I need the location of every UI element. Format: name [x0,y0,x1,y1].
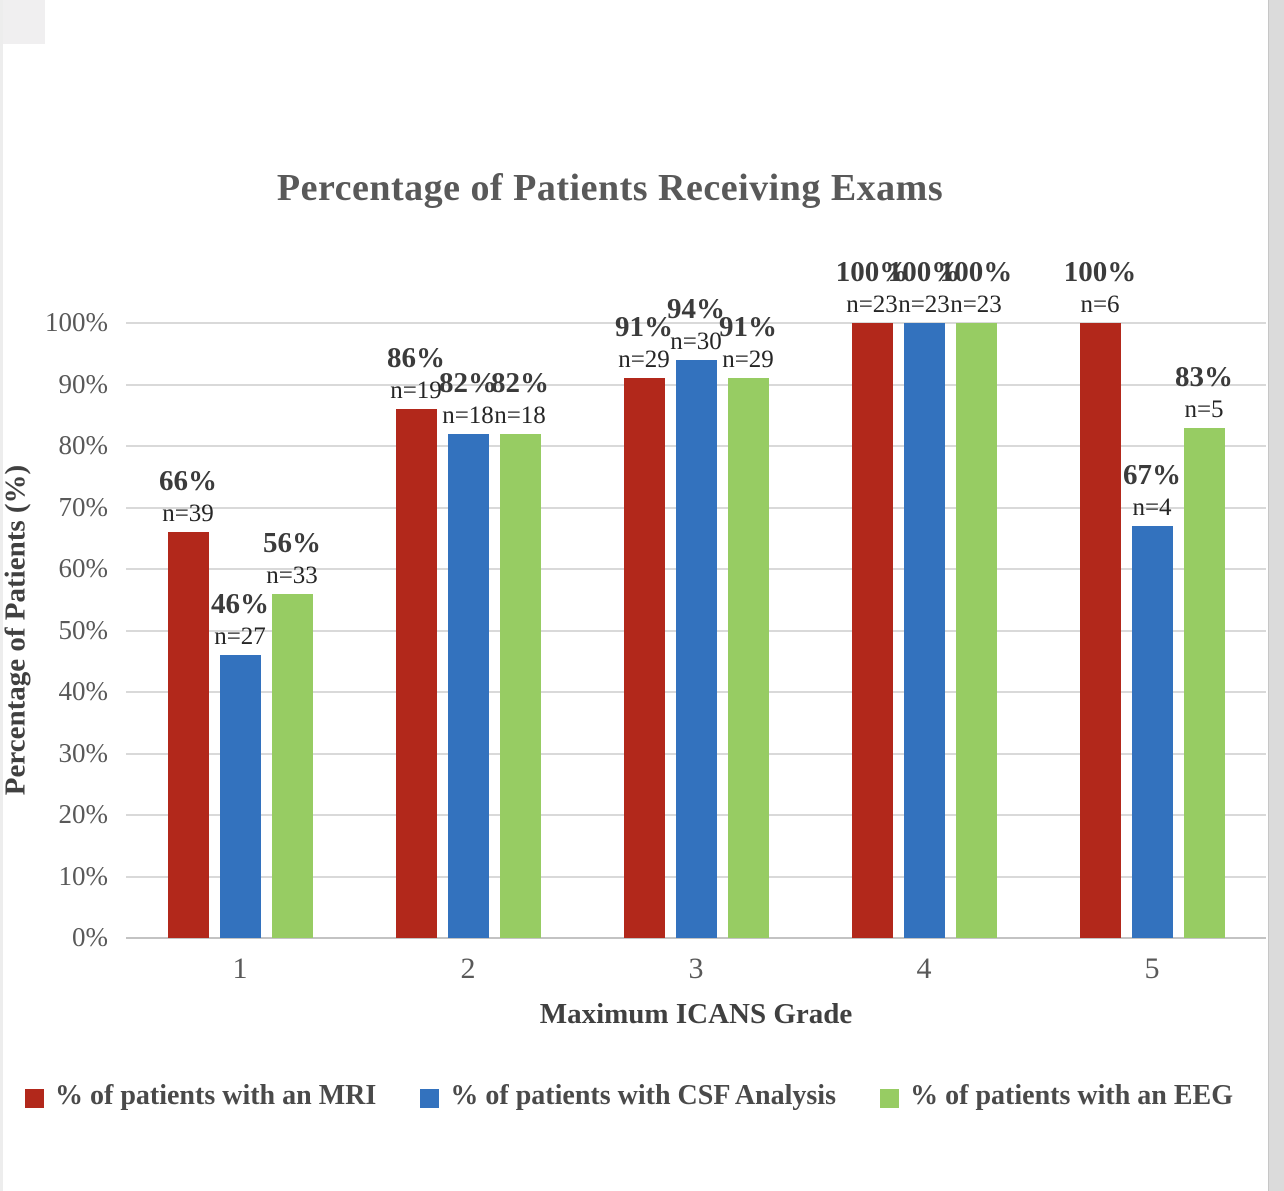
bar-5-series-1 [1079,323,1121,938]
bar-n-label: n=29 [722,346,774,374]
bar-label: 83% n=5 [1129,360,1279,426]
bar-label: 67% n=4 [1077,458,1227,524]
chart-title: Percentage of Patients Receiving Exams [276,167,944,209]
bar-4-series-3 [955,323,997,938]
bar-3-series-1 [623,378,665,938]
bar-n-label: n=33 [266,561,318,589]
bar-label: 100% n=23 [849,255,999,321]
bar-percent-label: 100% [887,256,961,288]
legend-item-2: % of patients with CSF Analysis [420,1080,836,1112]
gridline [126,322,1266,324]
bar-n-label: n=23 [898,291,950,318]
bar-n-label: n=29 [618,346,670,374]
bar-1-series-2 [219,655,261,938]
bar-2-series-2 [447,433,489,938]
legend-swatch-icon [25,1088,44,1108]
bar-n-label: n=19 [390,377,442,405]
bar-n-label: n=5 [1184,395,1224,423]
bar-percent-label: 86% [387,342,445,375]
y-tick-label: 60% [58,553,109,583]
bar-label: 66% n=39 [113,464,263,530]
bar-label: 91% n=29 [673,310,823,376]
y-tick-label: 20% [58,799,109,829]
legend-item-3: % of patients with an EEG [880,1080,1233,1112]
bar-5-series-2 [1131,525,1173,938]
y-tick-label: 30% [58,737,109,768]
legend: % of patients with an MRI % of patients w… [25,1080,1233,1112]
bar-n-label: n=23 [950,291,1002,318]
bar-label: 94% n=30 [621,292,771,358]
x-tick-label: 1 [232,952,248,985]
bar-percent-label: 56% [263,526,321,559]
x-tick-label: 4 [916,952,932,985]
legend-label: % of patients with an EEG [910,1080,1233,1111]
bar-3-series-3 [727,378,769,938]
bar-4-series-1 [851,323,893,938]
bar-percent-label: 100% [939,256,1013,288]
bar-n-label: n=27 [214,623,266,651]
bar-percent-label: 83% [1175,360,1233,393]
legend-swatch-icon [880,1088,900,1108]
y-tick-label: 40% [58,676,109,706]
bar-percent-label: 67% [1123,458,1181,491]
page-left-edge [0,0,3,1191]
y-tick-label: 10% [58,860,109,891]
bar-n-label: n=30 [670,327,722,355]
bar-percent-label: 94% [667,292,725,325]
gridline [126,937,1266,939]
bar-4-series-2 [903,323,945,938]
bar-percent-label: 100% [835,256,909,288]
bar-5-series-3 [1183,427,1225,938]
bar-n-label: n=6 [1080,291,1120,318]
bar-2-series-3 [499,433,541,938]
bar-label: 91% n=29 [569,310,719,376]
bar-label: 100% n=23 [901,255,1051,321]
bar-n-label: n=39 [162,500,214,528]
bar-2-series-1 [395,409,437,938]
bar-percent-label: 82% [439,366,497,399]
bar-percent-label: 46% [211,588,269,621]
bar-label: 82% n=18 [393,366,543,432]
bar-percent-label: 100% [1063,256,1137,288]
bar-label: 56% n=33 [217,526,367,592]
legend-label: % of patients with CSF Analysis [450,1080,836,1111]
y-tick-label: 0% [72,922,108,952]
bar-label: 86% n=19 [341,341,491,407]
bar-1-series-1 [167,532,209,938]
y-tick-label: 70% [58,491,109,522]
x-axis-title: Maximum ICANS Grade [539,998,853,1030]
bar-label: 100% n=23 [797,255,947,321]
bar-percent-label: 91% [615,311,673,344]
bar-label: 46% n=27 [165,587,315,653]
bar-label: 100% n=6 [1025,255,1175,321]
bar-1-series-3 [271,593,313,938]
bar-percent-label: 82% [491,366,549,399]
scroll-gutter[interactable] [1268,0,1284,1191]
y-tick-label: 50% [58,614,109,645]
legend-item-1: % of patients with an MRI [25,1080,376,1112]
bar-n-label: n=18 [494,401,546,429]
bar-3-series-2 [675,359,717,938]
y-tick-label: 80% [58,430,109,460]
bar-percent-label: 91% [719,311,777,344]
y-tick-label: 100% [45,307,108,337]
legend-swatch-icon [420,1088,440,1108]
x-tick-label: 3 [688,952,704,985]
bar-n-label: n=18 [442,401,494,429]
window-corner-artifact [3,0,45,44]
plot-area [126,322,1266,939]
bar-percent-label: 66% [159,465,217,498]
legend-label: % of patients with an MRI [55,1080,377,1111]
bar-label: 82% n=18 [445,366,595,432]
bar-n-label: n=23 [846,291,898,318]
y-tick-label: 90% [58,368,109,399]
bar-n-label: n=4 [1132,493,1172,521]
x-tick-label: 5 [1144,952,1160,985]
x-tick-label: 2 [460,952,476,985]
